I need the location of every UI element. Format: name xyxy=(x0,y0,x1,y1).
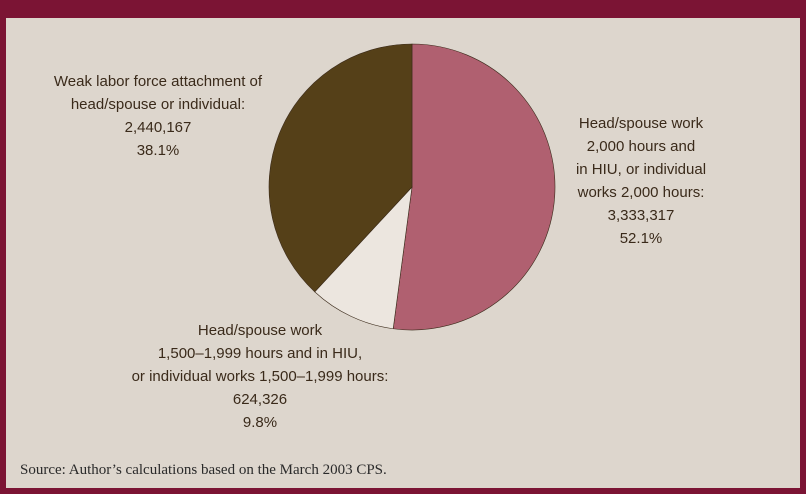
slice-label-full-time: Head/spouse work 2,000 hours and in HIU,… xyxy=(566,112,716,250)
slice-label-line: Weak labor force attachment of xyxy=(53,73,263,90)
slice-percent: 9.8% xyxy=(242,414,278,431)
source-note: Source: Author’s calculations based on t… xyxy=(20,462,387,478)
slice-count: 624,326 xyxy=(232,391,288,408)
slice-percent: 38.1% xyxy=(136,142,180,159)
slice-label-line: in HIU, or individual xyxy=(575,161,707,178)
header-bar xyxy=(0,0,806,18)
slice-label-line: Head/spouse work xyxy=(578,115,704,132)
slice-percent: 52.1% xyxy=(619,230,663,247)
slice-label-line: 1,500–1,999 hours and in HIU, xyxy=(157,345,363,362)
pie-slice-full-time xyxy=(392,43,556,331)
pie-chart xyxy=(268,43,556,331)
slice-label-line: 2,000 hours and xyxy=(586,138,696,155)
slice-label-line: head/spouse or individual: xyxy=(70,96,246,113)
slice-count: 3,333,317 xyxy=(607,207,675,224)
pie-slice-weak-attachment xyxy=(268,43,413,293)
pie-slice-part-year xyxy=(314,186,413,330)
slice-label-part-year: Head/spouse work 1,500–1,999 hours and i… xyxy=(100,319,420,434)
slice-label-line: Head/spouse work xyxy=(197,322,323,339)
slice-count: 2,440,167 xyxy=(124,119,192,136)
slice-label-line: or individual works 1,500–1,999 hours: xyxy=(131,368,389,385)
slice-label-line: works 2,000 hours: xyxy=(577,184,705,201)
slice-label-weak-attachment: Weak labor force attachment of head/spou… xyxy=(28,70,288,162)
